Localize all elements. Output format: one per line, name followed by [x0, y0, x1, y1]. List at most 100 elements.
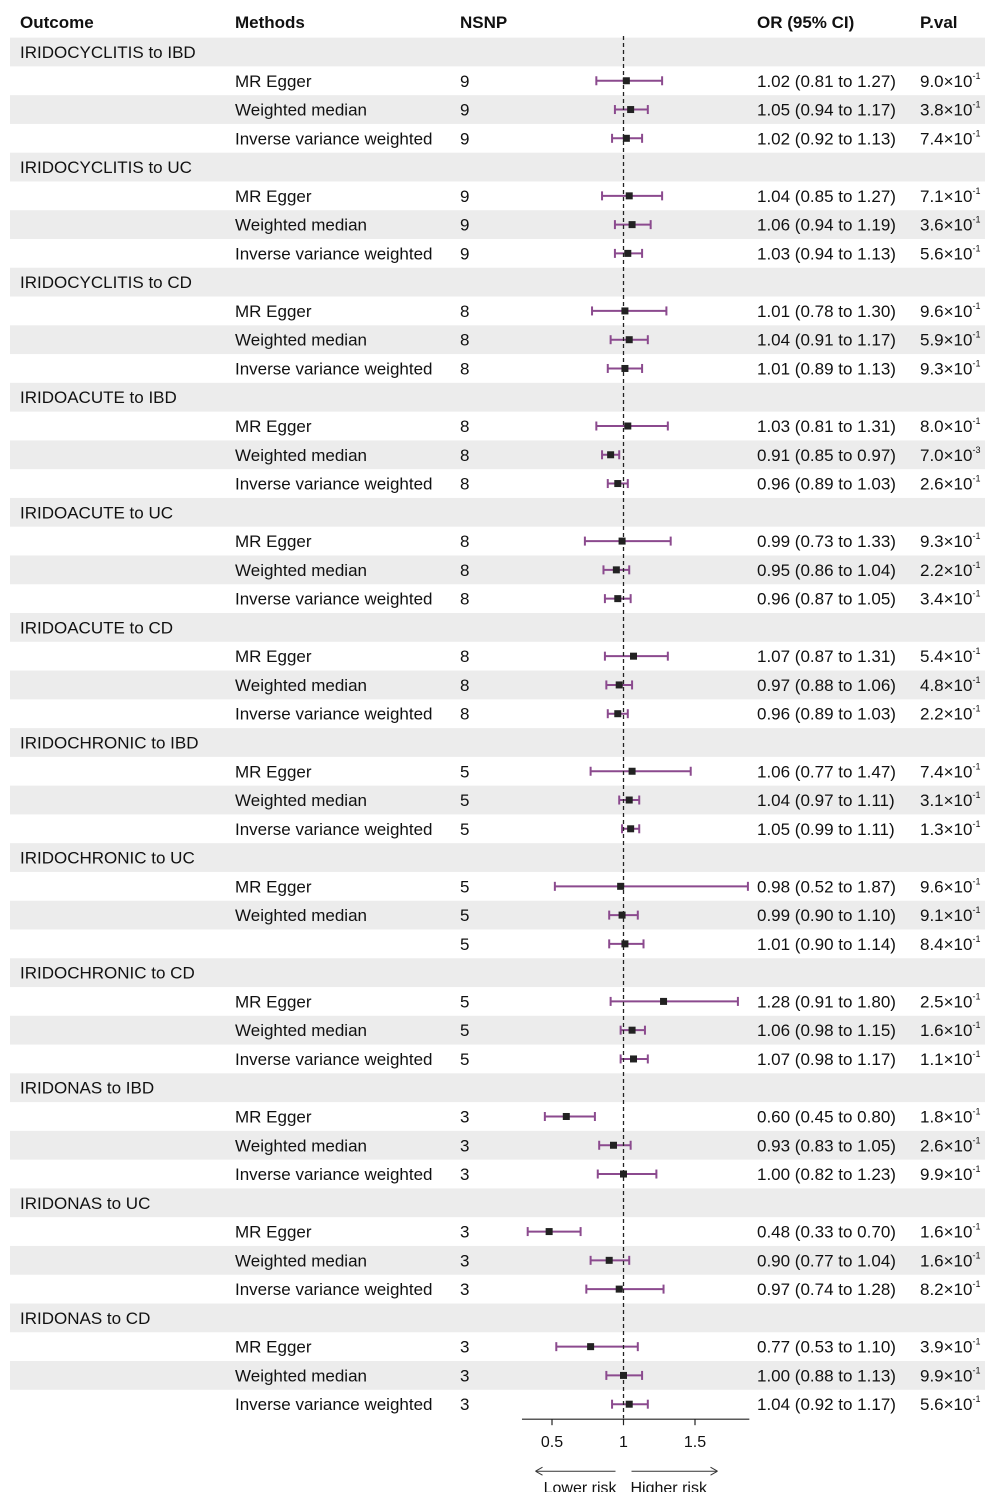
pval-cell: 2.2×10-1: [920, 560, 981, 580]
header-pval: P.val: [920, 13, 958, 32]
outcome-label: IRIDOACUTE to IBD: [20, 388, 177, 407]
nsnp-cell: 3: [460, 1338, 469, 1357]
row-shade: [10, 37, 985, 67]
or-ci-cell: 1.28 (0.91 to 1.80): [757, 992, 896, 1011]
nsnp-cell: 8: [460, 590, 469, 609]
nsnp-cell: 5: [460, 762, 469, 781]
or-ci-cell: 0.48 (0.33 to 0.70): [757, 1223, 896, 1242]
or-ci-cell: 1.04 (0.91 to 1.17): [757, 331, 896, 350]
or-ci-cell: 0.90 (0.77 to 1.04): [757, 1251, 896, 1270]
nsnp-cell: 8: [460, 475, 469, 494]
pval-cell: 7.0×10-3: [920, 445, 981, 465]
method-cell: MR Egger: [235, 72, 312, 91]
pval-cell: 8.4×10-1: [920, 934, 981, 954]
or-ci-cell: 1.06 (0.98 to 1.15): [757, 1021, 896, 1040]
nsnp-cell: 3: [460, 1395, 469, 1414]
or-point: [615, 681, 623, 689]
method-cell: Weighted median: [235, 1136, 367, 1155]
pval-cell: 2.6×10-1: [920, 1135, 981, 1155]
row-shade: [10, 728, 985, 757]
or-point: [625, 336, 633, 344]
pval-cell: 9.9×10-1: [920, 1365, 981, 1385]
or-point: [614, 710, 622, 718]
row-shade: [10, 382, 985, 412]
pval-cell: 9.1×10-1: [920, 905, 981, 925]
or-point: [621, 940, 629, 948]
header-methods: Methods: [235, 13, 305, 32]
pval-cell: 3.8×10-1: [920, 100, 981, 120]
pval-cell: 2.5×10-1: [920, 991, 981, 1011]
method-cell: Weighted median: [235, 791, 367, 810]
or-ci-cell: 1.00 (0.82 to 1.23): [757, 1165, 896, 1184]
row-shading: [10, 37, 985, 1390]
or-ci-cell: 0.97 (0.74 to 1.28): [757, 1280, 896, 1299]
higher-risk-arrowhead: [710, 1466, 718, 1476]
method-cell: Inverse variance weighted: [235, 705, 433, 724]
or-ci-cell: 0.60 (0.45 to 0.80): [757, 1107, 896, 1126]
nsnp-cell: 3: [460, 1223, 469, 1242]
pval-cell: 8.2×10-1: [920, 1279, 981, 1299]
x-axis: 0.5 1 1.5 Lower risk Higher risk: [521, 1418, 750, 1492]
method-cell: Weighted median: [235, 1366, 367, 1385]
row-shade: [10, 497, 985, 527]
nsnp-cell: 9: [460, 216, 469, 235]
or-ci-cell: 0.98 (0.52 to 1.87): [757, 877, 896, 896]
or-point: [618, 911, 626, 919]
or-point: [624, 422, 632, 430]
method-cell: MR Egger: [235, 877, 312, 896]
row-shade: [10, 1073, 985, 1103]
method-cell: Inverse variance weighted: [235, 590, 433, 609]
method-cell: Inverse variance weighted: [235, 820, 433, 839]
nsnp-cell: 8: [460, 561, 469, 580]
outcome-label: IRIDOCYCLITIS to IBD: [20, 43, 196, 62]
method-cell: Weighted median: [235, 216, 367, 235]
pval-cell: 5.4×10-1: [920, 646, 981, 666]
or-point: [630, 652, 638, 660]
pval-cell: 2.2×10-1: [920, 704, 981, 724]
method-cell: MR Egger: [235, 1223, 312, 1242]
or-ci-cell: 0.96 (0.89 to 1.03): [757, 475, 896, 494]
lower-risk-arrowhead: [535, 1466, 543, 1476]
pval-cell: 7.4×10-1: [920, 128, 981, 148]
pval-cell: 1.6×10-1: [920, 1020, 981, 1040]
nsnp-cell: 3: [460, 1366, 469, 1385]
or-ci-cell: 0.93 (0.83 to 1.05): [757, 1136, 896, 1155]
row-shade: [10, 900, 985, 930]
nsnp-cell: 5: [460, 1050, 469, 1069]
or-point: [621, 307, 629, 315]
or-ci-cell: 1.07 (0.98 to 1.17): [757, 1050, 896, 1069]
outcome-label: IRIDOCHRONIC to CD: [20, 964, 195, 983]
method-cell: Weighted median: [235, 676, 367, 695]
pval-cell: 7.4×10-1: [920, 761, 981, 781]
pval-cell: 5.6×10-1: [920, 243, 981, 263]
or-point: [618, 537, 626, 545]
row-shade: [10, 1188, 985, 1218]
nsnp-cell: 8: [460, 417, 469, 436]
row-shade: [10, 670, 985, 700]
pval-cell: 9.6×10-1: [920, 876, 981, 896]
pval-cell: 2.6×10-1: [920, 474, 981, 494]
nsnp-cell: 8: [460, 676, 469, 695]
plot-area: [526, 36, 749, 1419]
method-cell: Inverse variance weighted: [235, 1395, 433, 1414]
nsnp-cell: 8: [460, 705, 469, 724]
or-ci-cell: 1.03 (0.94 to 1.13): [757, 244, 896, 263]
pval-cell: 8.0×10-1: [920, 416, 981, 436]
or-ci-cell: 1.03 (0.81 to 1.31): [757, 417, 896, 436]
or-ci-cell: 0.96 (0.89 to 1.03): [757, 705, 896, 724]
nsnp-cell: 8: [460, 331, 469, 350]
method-cell: MR Egger: [235, 532, 312, 551]
or-point: [622, 77, 630, 85]
method-cell: Inverse variance weighted: [235, 1280, 433, 1299]
or-ci-cell: 1.00 (0.88 to 1.13): [757, 1366, 896, 1385]
or-point: [609, 1141, 617, 1149]
or-point: [625, 1400, 633, 1408]
row-shade: [10, 267, 985, 297]
pval-cell: 3.1×10-1: [920, 790, 981, 810]
or-point: [625, 796, 633, 804]
or-point: [607, 451, 615, 459]
nsnp-cell: 3: [460, 1136, 469, 1155]
nsnp-cell: 5: [460, 820, 469, 839]
pval-cell: 9.6×10-1: [920, 301, 981, 321]
